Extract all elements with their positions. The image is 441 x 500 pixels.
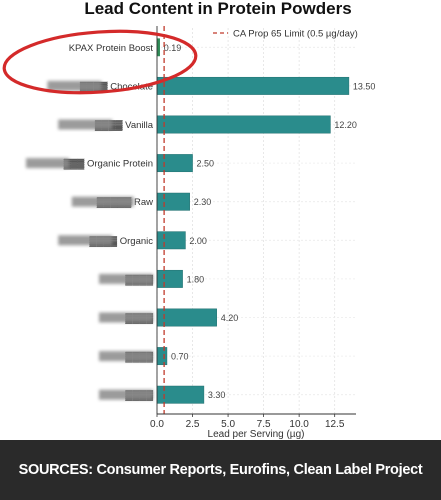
category-label: ▓▓▓▓ Organic xyxy=(89,236,153,247)
chart-title: Lead Content in Protein Powders xyxy=(84,0,351,18)
bar xyxy=(156,76,350,95)
redaction-blur xyxy=(99,312,153,323)
category-label: ▓▓▓▓ Vanilla xyxy=(95,120,154,131)
bar-value-label: 0.70 xyxy=(171,352,189,362)
redaction-blur xyxy=(58,235,113,246)
redaction-blur xyxy=(58,119,113,130)
bar xyxy=(156,347,168,366)
bar xyxy=(156,192,190,211)
bar xyxy=(156,308,217,327)
highlight-circle xyxy=(2,29,198,95)
lead-content-chart: Lead Content in Protein Powders 0.19 KPAX… xyxy=(2,0,376,440)
x-tick-label: 5.0 xyxy=(221,419,235,430)
bar-value-label: 2.30 xyxy=(194,197,212,207)
redaction-blur xyxy=(71,196,134,207)
bar xyxy=(156,154,193,173)
x-tick-label: 10.0 xyxy=(289,419,309,430)
x-tick-label: 2.5 xyxy=(186,419,200,430)
bar-value-label: 2.50 xyxy=(197,159,215,169)
x-axis-label: Lead per Serving (µg) xyxy=(208,429,305,440)
bar-value-label: 4.20 xyxy=(221,313,239,323)
category-label: KPAX Protein Boost xyxy=(69,43,154,54)
bar xyxy=(156,115,331,134)
redaction-blur xyxy=(99,273,153,284)
redaction-blur xyxy=(26,158,69,169)
bar xyxy=(156,269,183,288)
bar-value-label: 12.20 xyxy=(334,120,357,130)
bar-value-label: 1.80 xyxy=(187,274,205,284)
bar-value-label: 2.00 xyxy=(189,236,207,246)
legend-entry: CA Prop 65 Limit (0.5 µg/day) xyxy=(233,29,358,40)
redaction-blur xyxy=(99,351,153,362)
sources-text: SOURCES: Consumer Reports, Eurofins, Cle… xyxy=(18,462,423,478)
legend: CA Prop 65 Limit (0.5 µg/day) xyxy=(213,29,358,40)
sources-footer: SOURCES: Consumer Reports, Eurofins, Cle… xyxy=(0,440,441,500)
x-tick-label: 12.5 xyxy=(325,419,345,430)
x-tick-label: 0.0 xyxy=(150,419,164,430)
category-label: ▓▓▓ Organic Protein xyxy=(64,159,153,170)
redaction-blur xyxy=(47,80,102,91)
redaction-blur xyxy=(99,389,153,400)
bar xyxy=(156,231,186,250)
bar-value-label: 3.30 xyxy=(208,390,226,400)
bar-value-label: 0.19 xyxy=(164,43,182,53)
x-tick-label: 7.5 xyxy=(257,419,271,430)
bar-value-label: 13.50 xyxy=(353,81,376,91)
category-label: ▓▓▓▓ Chocolate xyxy=(80,81,153,92)
